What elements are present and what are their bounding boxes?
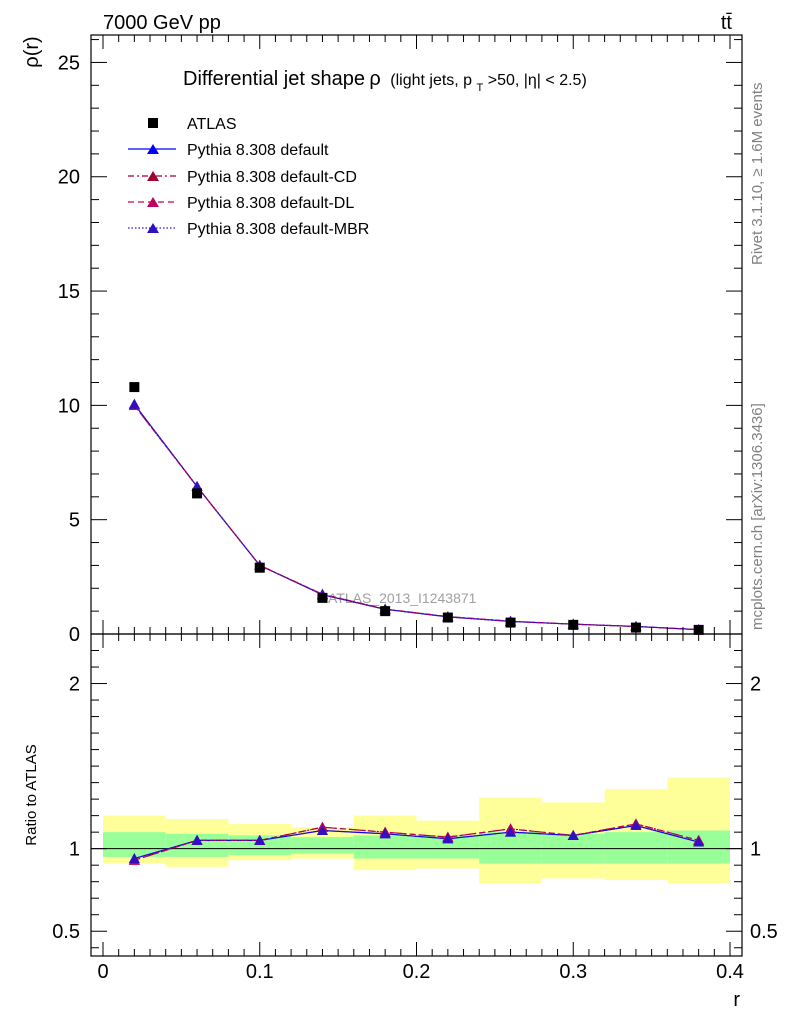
- ratio-marker-3-3: [316, 825, 328, 836]
- atlas-point-6: [505, 617, 516, 628]
- legend-default-label: Pythia 8.308 default: [187, 142, 329, 159]
- ratio-line-1: [134, 823, 699, 861]
- ratio-marker-3-7: [567, 829, 579, 840]
- x-tick-label-3: 0.3: [559, 961, 587, 983]
- inner-band-5: [416, 835, 480, 859]
- main-y-tick-label-1: 5: [69, 510, 80, 532]
- legend-dl-marker: [147, 197, 159, 207]
- main-y-tick-label-4: 20: [58, 167, 80, 189]
- ratio-marker-3-8: [630, 820, 642, 831]
- legend-default-marker: [147, 144, 159, 154]
- legend-mbr-label: Pythia 8.308 default-MBR: [187, 221, 369, 238]
- atlas-point-3: [317, 592, 328, 603]
- main-y-tick-label-3: 15: [58, 281, 80, 303]
- ratio-line-0: [134, 824, 699, 860]
- ratio-y-tick-label-right-0: 0.5: [750, 921, 778, 943]
- ratio-marker-3-6: [505, 826, 517, 837]
- inner-band-3: [291, 837, 354, 854]
- title-cuts: (light jets, p: [390, 72, 472, 89]
- main-y-tick-label-2: 10: [58, 395, 80, 417]
- main-y-tick-label-0: 0: [69, 624, 80, 646]
- legend-mbr-marker: [147, 223, 159, 233]
- ratio-series-lines: [128, 818, 705, 865]
- title-cuts-sub: T: [477, 82, 484, 94]
- x-tick-label-1: 0.1: [246, 961, 274, 983]
- atlas-point-2: [254, 562, 265, 573]
- legend-dl-label: Pythia 8.308 default-DL: [187, 195, 354, 212]
- atlas-point-1: [192, 488, 203, 499]
- x-axis-label: r: [733, 989, 740, 1011]
- title-symbol: ρ: [369, 68, 380, 90]
- legend-cd-label: Pythia 8.308 default-CD: [187, 169, 357, 186]
- chart-title: Differential jet shape ρ (light jets, p …: [183, 68, 587, 95]
- main-ylabel: ρ(r): [21, 36, 43, 67]
- axis-tick-labels: 0 0.1 0.2 0.3 0.4 0 5 10 15 20 25 0.5 0.5 1 1 2 2: [52, 52, 778, 983]
- rivet-label: Rivet 3.1.10, ≥ 1.6M events: [749, 83, 766, 266]
- inner-band-8: [604, 832, 668, 864]
- inner-band-4: [353, 835, 417, 859]
- atlas-point-5: [442, 612, 453, 623]
- main-line-2: [133, 405, 699, 631]
- x-tick-label-4: 0.4: [716, 961, 744, 983]
- axis-ticks: [91, 35, 742, 956]
- legend-entry-dl: Pythia 8.308 default-DL: [128, 195, 354, 212]
- title-main: Differential jet shape: [183, 68, 365, 90]
- atlas-point-0: [129, 382, 140, 393]
- legend-cd-marker: [147, 171, 159, 181]
- ratio-y-tick-label-right-1: 1: [750, 839, 761, 861]
- ratio-y-tick-label-left-2: 2: [69, 674, 80, 696]
- title-cuts-rest: >50, |η| < 2.5): [488, 72, 587, 89]
- legend-atlas-marker: [148, 118, 158, 128]
- mcplots-label: mcplots.cern.ch [arXiv:1306.3436]: [749, 403, 766, 630]
- ratio-ylabel: Ratio to ATLAS: [23, 744, 40, 845]
- main-y-tick-label-5: 25: [58, 52, 80, 74]
- legend-entry-cd: Pythia 8.308 default-CD: [128, 169, 357, 186]
- main-marker-3-0: [128, 398, 140, 409]
- energy-label: 7000 GeV pp: [103, 12, 221, 34]
- ratio-y-tick-label-left-0: 0.5: [52, 921, 80, 943]
- analysis-watermark: ATLAS_2013_I1243871: [328, 590, 477, 606]
- ratio-y-tick-label-right-2: 2: [750, 674, 761, 696]
- x-tick-label-2: 0.2: [403, 961, 431, 983]
- atlas-point-4: [380, 606, 391, 617]
- legend-atlas-label: ATLAS: [187, 116, 237, 133]
- x-tick-label-0: 0: [97, 961, 108, 983]
- inner-band-6: [479, 832, 542, 864]
- ratio-marker-3-5: [442, 833, 454, 844]
- ratio-uncertainty-bands: [103, 777, 730, 884]
- ratio-y-tick-label-left-1: 1: [69, 839, 80, 861]
- ratio-marker-3-4: [379, 828, 391, 839]
- main-line-3: [133, 403, 699, 631]
- ratio-marker-3-2: [254, 834, 266, 845]
- process-label: tt̄: [721, 12, 733, 34]
- legend-entry-mbr: Pythia 8.308 default-MBR: [128, 221, 369, 238]
- ratio-marker-3-0: [128, 853, 140, 864]
- legend: ATLAS Pythia 8.308 default Pythia 8.308 …: [128, 116, 369, 238]
- ratio-marker-3-1: [191, 834, 203, 845]
- ratio-marker-3-9: [693, 836, 705, 847]
- legend-entry-default: Pythia 8.308 default: [128, 142, 329, 159]
- inner-band-1: [165, 833, 229, 857]
